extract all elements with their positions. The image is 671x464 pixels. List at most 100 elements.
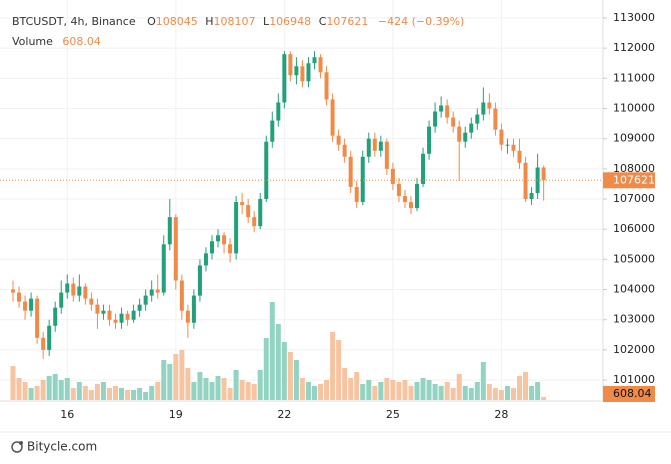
volume-bar <box>468 388 474 400</box>
volume-value: 608.04 <box>62 35 101 48</box>
logo-icon <box>19 441 23 445</box>
candle-body <box>270 120 275 142</box>
volume-bar <box>420 378 426 400</box>
y-tick-label: 106000 <box>613 222 655 235</box>
volume-bar <box>438 386 444 400</box>
candle-body <box>457 126 462 142</box>
y-tick-label: 110000 <box>613 102 655 115</box>
candle-body <box>167 217 172 245</box>
volume-bar <box>384 378 390 400</box>
volume-bar <box>492 388 498 400</box>
candle-body <box>179 280 184 311</box>
footer-logo: Bitycle.com <box>11 440 97 454</box>
x-tick-label: 28 <box>494 408 508 421</box>
volume-bar <box>233 370 239 400</box>
volume-bar <box>342 368 348 400</box>
volume-bar <box>155 382 161 400</box>
candle-body <box>384 141 389 169</box>
candle-body <box>481 102 486 115</box>
volume-bar <box>58 380 64 400</box>
volume-bar <box>330 332 336 400</box>
candle-body <box>209 241 214 254</box>
volume-bar <box>360 384 366 400</box>
candle-body <box>95 304 100 314</box>
candle-body <box>282 54 287 103</box>
candle-body <box>185 310 190 323</box>
volume-bar <box>137 388 143 400</box>
candle-body <box>445 105 450 118</box>
candle-body <box>378 141 383 151</box>
candle-body <box>517 150 522 163</box>
volume-bar <box>22 382 28 400</box>
volume-bar <box>239 380 245 400</box>
candle-body <box>191 295 196 323</box>
candle-body <box>366 138 371 157</box>
x-tick-label: 16 <box>60 408 74 421</box>
candle-body <box>294 66 299 76</box>
candle-body <box>288 54 293 76</box>
candle-body <box>306 63 311 82</box>
volume-bar <box>517 376 523 400</box>
volume-bar <box>40 380 46 400</box>
volume-bar <box>100 382 106 400</box>
candle-body <box>119 313 124 323</box>
candle-body <box>149 289 154 296</box>
candle-body <box>264 141 269 200</box>
candle-body <box>276 102 281 121</box>
volume-bar <box>535 382 541 400</box>
volume-bar <box>149 386 155 400</box>
candle-body <box>475 114 480 124</box>
volume-bar <box>456 374 462 400</box>
volume-bar <box>46 376 52 400</box>
candle-body <box>499 129 504 145</box>
candle-body <box>523 162 528 200</box>
candle-body <box>402 196 407 203</box>
volume-bar <box>432 384 438 400</box>
last-volume-label: 608.04 <box>613 387 652 400</box>
volume-bar <box>173 354 179 400</box>
candle-body <box>107 310 112 320</box>
volume-bar <box>221 378 227 400</box>
volume-bar <box>257 370 263 400</box>
candle-body <box>529 192 534 200</box>
volume-bar <box>251 384 257 400</box>
candle-body <box>113 319 118 323</box>
candle-body <box>11 289 15 293</box>
volume-bar <box>28 388 34 400</box>
candle-body <box>47 325 52 350</box>
volume-bar <box>125 390 131 400</box>
candle-body <box>505 144 510 146</box>
volume-bar <box>88 390 94 400</box>
ohlc-value: 106948 <box>269 15 311 28</box>
y-tick-label: 112000 <box>613 41 655 54</box>
ohlc-letter: O <box>147 15 156 28</box>
volume-bar <box>336 340 342 400</box>
volume-bar <box>414 382 420 400</box>
volume-bar <box>197 372 203 400</box>
candle-body <box>390 168 395 184</box>
volume-bar <box>94 384 100 400</box>
candle-body <box>23 301 28 311</box>
candle-body <box>222 235 227 245</box>
volume-bar <box>378 382 384 400</box>
candle-body <box>59 292 64 308</box>
candle-body <box>71 283 76 296</box>
candle-body <box>451 117 456 127</box>
candle-body <box>318 57 323 73</box>
last-price-label: 107621 <box>613 173 655 186</box>
volume-bar <box>191 382 197 400</box>
candle-body <box>246 205 251 218</box>
legend-volume: Volume 608.04 <box>12 35 101 48</box>
volume-bar <box>402 380 408 400</box>
volume-bar <box>498 390 504 400</box>
volume-bar <box>287 352 293 400</box>
volume-bar <box>179 350 185 400</box>
candle-body <box>17 292 22 302</box>
candle-body <box>300 66 305 82</box>
volume-bar <box>480 362 486 400</box>
candle-body <box>240 202 245 206</box>
ohlc-letter: C <box>319 15 327 28</box>
volume-bar <box>185 368 191 400</box>
y-tick-label: 113000 <box>613 11 655 24</box>
